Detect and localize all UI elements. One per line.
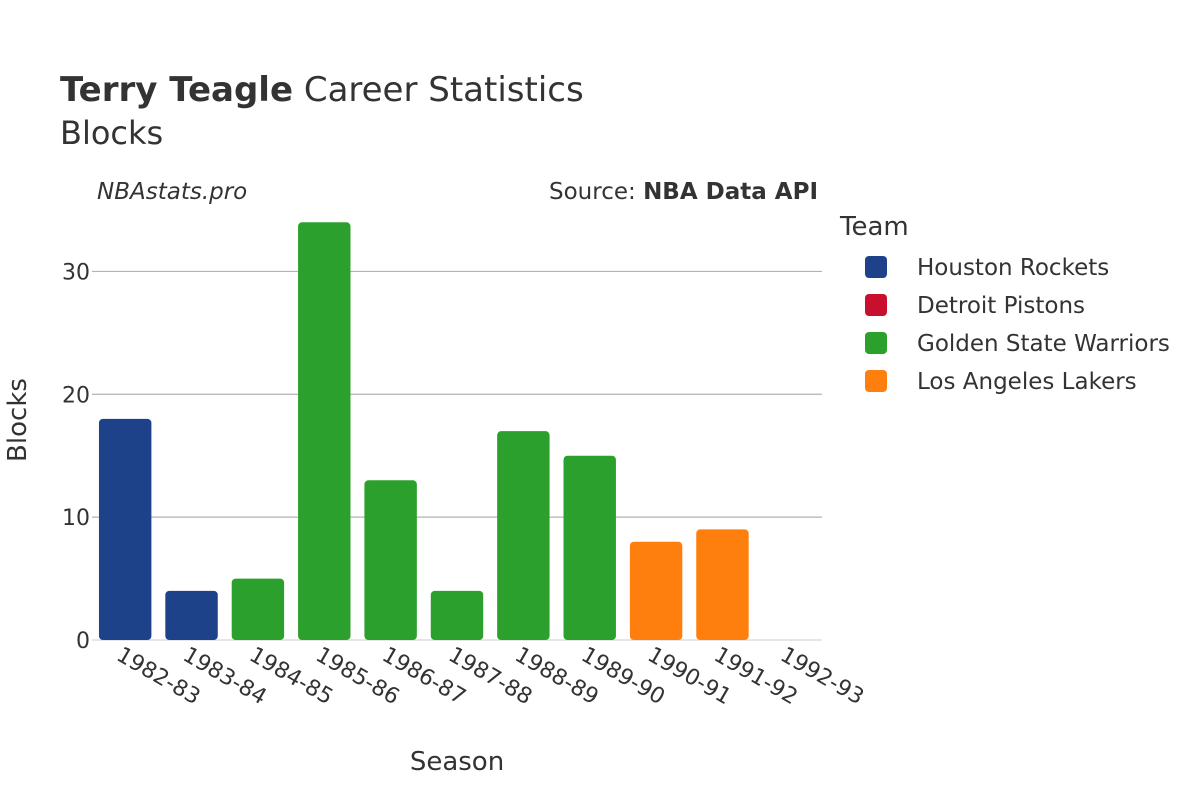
legend-swatch	[865, 294, 887, 316]
watermark: NBAstats.pro	[97, 179, 247, 205]
legend-swatch	[865, 370, 887, 392]
legend-label: Los Angeles Lakers	[917, 369, 1137, 395]
legend-label: Detroit Pistons	[917, 293, 1085, 319]
y-tick-label: 20	[62, 383, 90, 408]
bar-1991-92	[696, 529, 749, 640]
y-tick-label: 0	[76, 629, 90, 654]
bars	[98, 222, 749, 641]
source-label: Source: NBA Data API	[549, 179, 818, 205]
y-axis-title: Blocks	[3, 378, 33, 462]
title-rest: Career Statistics	[293, 70, 584, 110]
y-tick-label: 10	[62, 506, 90, 531]
legend-label: Houston Rockets	[917, 255, 1109, 281]
bar-1986-87	[364, 480, 417, 640]
chart-subtitle: Blocks	[60, 114, 163, 152]
chart-title: Terry Teagle Career Statistics	[60, 70, 584, 110]
legend-swatch	[865, 256, 887, 278]
bar-1990-91	[629, 541, 683, 640]
bar-1982-83	[98, 418, 152, 640]
legend-label: Golden State Warriors	[917, 331, 1170, 357]
bar-1987-88	[430, 590, 484, 640]
x-axis-ticks: 1982-831983-841984-851985-861986-871987-…	[112, 643, 868, 711]
bar-1989-90	[563, 455, 616, 640]
source-name: NBA Data API	[643, 179, 818, 205]
bar-1988-89	[497, 431, 550, 640]
x-axis-title: Season	[410, 747, 504, 777]
legend-title: Team	[839, 212, 909, 242]
source-prefix: Source:	[549, 179, 643, 205]
bar-1984-85	[231, 578, 285, 640]
legend-swatch	[865, 332, 887, 354]
player-name: Terry Teagle	[60, 70, 293, 110]
y-axis-ticks: 0 10 20 30	[62, 260, 90, 654]
bar-1985-86	[298, 222, 351, 641]
bar-1983-84	[165, 590, 218, 640]
legend: Team Houston Rockets Detroit Pistons Golde…	[839, 212, 1170, 395]
y-tick-label: 30	[62, 260, 90, 285]
